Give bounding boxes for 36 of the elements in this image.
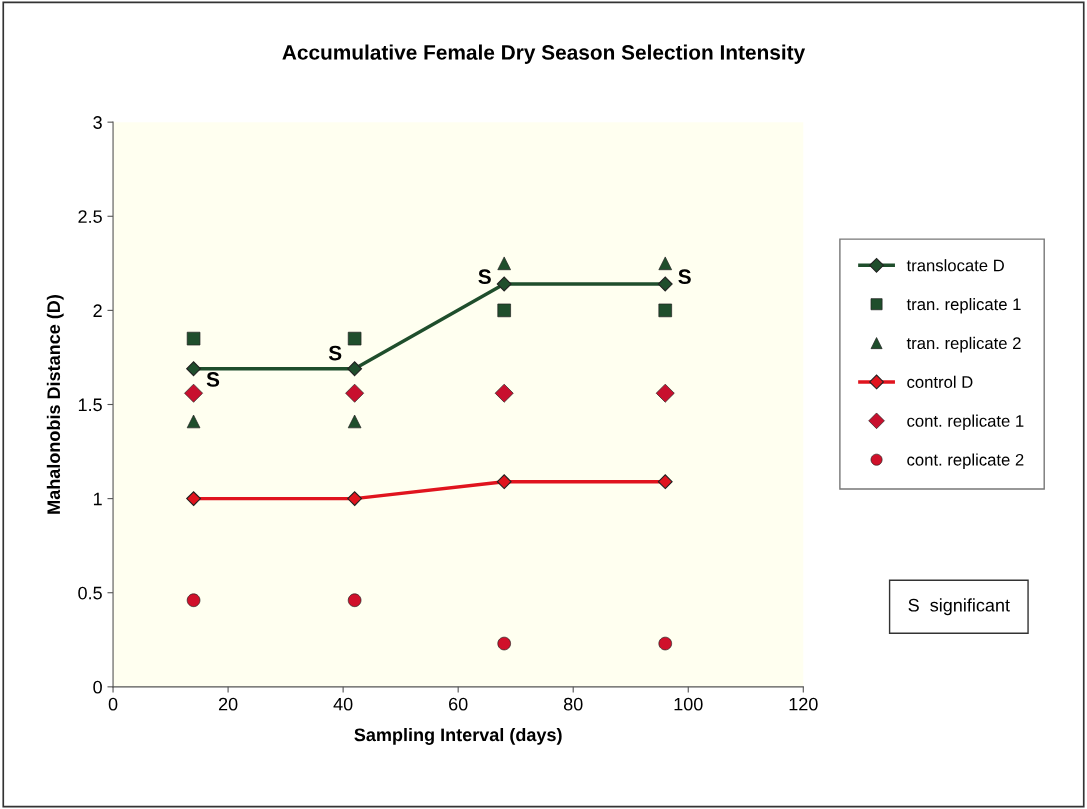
point — [657, 276, 673, 292]
annotation: S — [328, 345, 342, 361]
legend-label: control D — [907, 375, 973, 388]
y-tick-label: 2.5 — [78, 210, 102, 223]
point — [347, 361, 363, 377]
x-tick-label: 80 — [563, 697, 583, 711]
chart-title: Accumulative Female Dry Season Selection Intensity — [282, 44, 806, 64]
text: S significant — [908, 598, 1010, 616]
annotation: S — [678, 269, 691, 285]
x-tick-label: 40 — [333, 697, 353, 711]
annotation: S — [478, 269, 491, 285]
point — [496, 474, 512, 490]
x-tick-label: 100 — [674, 697, 703, 711]
y-tick-label: 1.5 — [78, 398, 102, 412]
legend-label: tran. replicate 2 — [906, 336, 1021, 353]
x-tick-label: 120 — [789, 697, 818, 711]
legend-label: cont. replicate 1 — [907, 414, 1024, 431]
x-tick-label: 20 — [218, 697, 238, 711]
x-axis-title: Sampling Interval (days) — [354, 727, 562, 745]
point — [657, 474, 673, 490]
legend-label: translocate D — [906, 259, 1004, 272]
annotation: S — [206, 372, 220, 387]
y-axis-title: Mahalonobis Distance (D) — [46, 295, 64, 514]
point — [496, 276, 512, 292]
x-tick-label: 60 — [449, 697, 468, 711]
point — [347, 491, 363, 507]
y-tick-label: 0 — [93, 680, 102, 694]
point — [186, 491, 202, 507]
y-tick-label: 0.5 — [78, 586, 102, 600]
legend-label: tran. replicate 1 — [906, 297, 1021, 314]
y-tick-label: 1 — [93, 492, 102, 506]
x-tick-label: 0 — [108, 697, 118, 711]
point — [186, 361, 202, 377]
y-tick-label: 2 — [93, 304, 102, 317]
y-tick-label: 3 — [93, 116, 102, 129]
legend-label: cont. replicate 2 — [907, 453, 1024, 469]
